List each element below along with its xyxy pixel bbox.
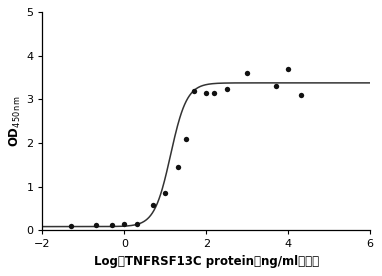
Point (134, 222, 140, 226)
Point (191, 89, 197, 93)
Point (298, 93, 304, 97)
Point (203, 91, 209, 95)
Y-axis label: OD$_{450\,\mathrm{nm}}$: OD$_{450\,\mathrm{nm}}$ (8, 95, 23, 147)
Point (244, 71, 250, 76)
Point (121, 222, 127, 227)
Point (150, 203, 156, 208)
Point (211, 91, 217, 95)
Point (68, 224, 74, 228)
Point (175, 165, 181, 169)
Point (162, 191, 168, 195)
Point (92, 223, 99, 227)
Point (109, 223, 115, 227)
X-axis label: Log（TNFRSF13C protein（ng/ml）　）: Log（TNFRSF13C protein（ng/ml） ） (94, 255, 319, 268)
Point (183, 136, 189, 141)
Point (224, 86, 230, 91)
Point (273, 84, 279, 89)
Point (285, 67, 291, 71)
